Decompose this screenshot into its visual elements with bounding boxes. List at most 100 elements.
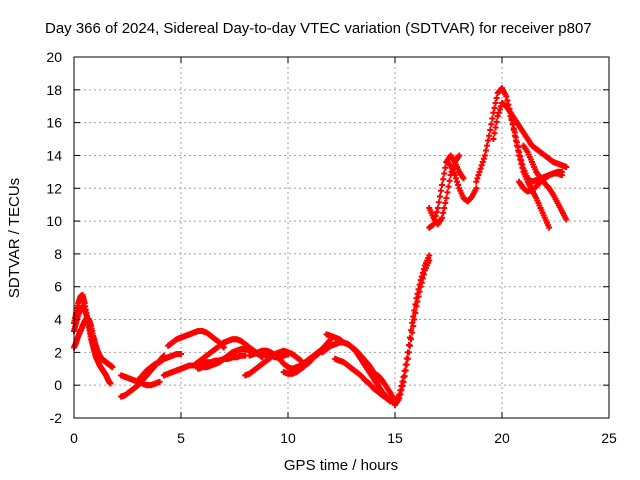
data-point-interp: [495, 109, 502, 116]
data-point: [156, 378, 163, 385]
series-sat-k: [242, 347, 304, 379]
data-point-interp: [452, 175, 459, 182]
series-sat-t: [426, 152, 467, 231]
y-tick-label: 14: [46, 147, 62, 163]
series-sat-r: [392, 257, 433, 408]
series-sat-u: [443, 159, 480, 205]
data-point: [563, 216, 570, 223]
data-point: [456, 152, 463, 159]
y-tick-label: 8: [54, 246, 62, 262]
data-point-interp: [418, 279, 425, 286]
data-point: [92, 346, 99, 353]
data-point-interp: [496, 106, 503, 113]
data-point-interp: [435, 199, 442, 206]
data-point: [409, 319, 416, 326]
data-point-interp: [508, 117, 515, 124]
data-point-interp: [438, 187, 445, 194]
x-tick-label: 15: [387, 430, 403, 446]
chart-title: Day 366 of 2024, Sidereal Day-to-day VTE…: [45, 20, 592, 37]
data-point: [558, 168, 565, 175]
data-point-interp: [455, 181, 462, 188]
data-point-interp: [432, 213, 439, 220]
data-point-interp: [475, 172, 482, 179]
data-point: [516, 149, 523, 156]
data-point-interp: [484, 142, 491, 149]
y-tick-label: 20: [46, 49, 62, 65]
data-point: [178, 351, 184, 358]
x-tick-label: 5: [177, 430, 185, 446]
data-point-interp: [405, 349, 412, 356]
x-tick-label: 0: [70, 430, 78, 446]
data-point-interp: [399, 383, 406, 390]
series-sat-w: [490, 99, 570, 170]
data-point-interp: [519, 161, 526, 168]
data-point-interp: [431, 217, 438, 224]
y-tick-label: 2: [54, 344, 62, 360]
data-point-interp: [442, 200, 449, 207]
series-sat-f: [135, 351, 184, 384]
data-point: [511, 129, 518, 136]
data-point: [426, 257, 433, 264]
data-point-interp: [401, 373, 408, 380]
data-point: [439, 214, 446, 221]
data-point-interp: [440, 176, 447, 183]
data-point-interp: [492, 99, 499, 106]
data-point-interp: [446, 177, 453, 184]
data-point-interp: [415, 293, 422, 300]
series-sat-e: [118, 372, 163, 389]
data-point-interp: [491, 130, 498, 137]
data-point-interp: [509, 121, 516, 128]
x-tick-label: 25: [601, 430, 617, 446]
data-point-interp: [441, 204, 448, 211]
axis-ticks: 0 5 10 15 20 25 -2 0 2 4 6 8 10 12 14 16 18 20: [46, 49, 617, 446]
data-point: [409, 329, 416, 336]
data-point-interp: [440, 209, 447, 216]
data-point-interp: [513, 139, 520, 146]
data-point-interp: [442, 164, 449, 171]
data-point: [473, 185, 480, 192]
data-point: [460, 175, 467, 182]
data-point-interp: [476, 168, 483, 175]
data-point-interp: [488, 121, 495, 128]
data-point: [481, 152, 488, 159]
data-point-interp: [402, 367, 409, 374]
data-point-interp: [510, 125, 517, 132]
series-sat-y: [520, 142, 570, 223]
data-point: [563, 163, 570, 170]
data-point: [477, 165, 484, 172]
data-point-interp: [433, 209, 440, 216]
data-point: [473, 178, 480, 185]
data-point-interp: [478, 162, 485, 169]
data-point-interp: [517, 153, 524, 160]
y-axis-label: SDTVAR / TECUs: [6, 178, 23, 298]
data-point: [546, 224, 553, 231]
data-point-interp: [515, 144, 522, 151]
data-point-interp: [414, 298, 421, 305]
data-point-interp: [441, 170, 448, 177]
data-point-interp: [482, 147, 489, 154]
data-point-interp: [416, 288, 423, 295]
data-point-interp: [411, 316, 418, 323]
data-point: [490, 136, 497, 143]
data-point-interp: [492, 124, 499, 131]
data-point-interp: [489, 115, 496, 122]
plot-frame: [73, 56, 610, 419]
x-tick-label: 10: [280, 430, 296, 446]
data-point: [439, 181, 446, 188]
series-sat-z: [516, 168, 565, 195]
y-tick-label: 12: [46, 180, 62, 196]
data-point-interp: [493, 118, 500, 125]
data-point-interp: [445, 183, 452, 190]
data-point: [107, 380, 114, 387]
data-point: [507, 113, 514, 120]
y-tick-label: 6: [54, 279, 62, 295]
data-point-interp: [493, 95, 500, 102]
data-point-interp: [444, 189, 451, 196]
series-sat-v: [473, 85, 553, 231]
data-point-interp: [512, 134, 519, 141]
x-tick-label: 20: [494, 430, 510, 446]
data-point-interp: [436, 193, 443, 200]
data-point-interp: [479, 159, 486, 166]
data-point-interp: [487, 127, 494, 134]
